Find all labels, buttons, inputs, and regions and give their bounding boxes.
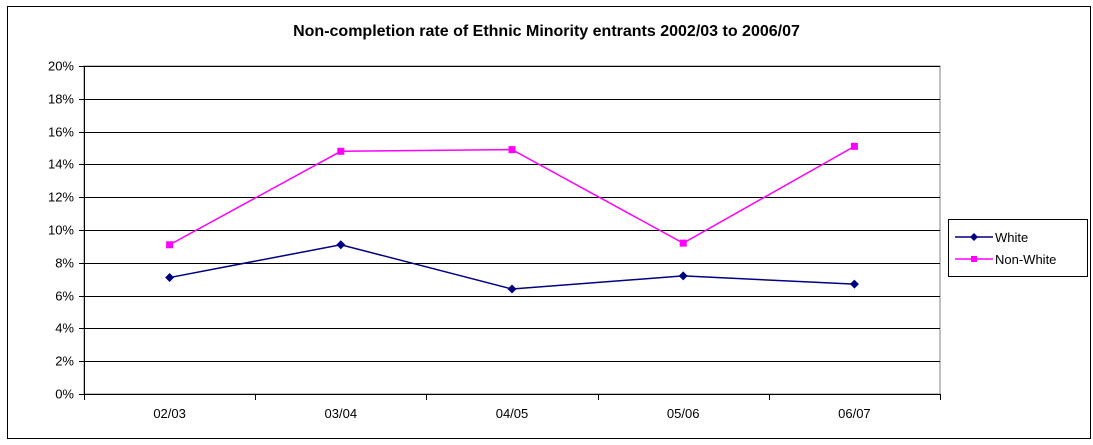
chart-area — [7, 6, 1091, 439]
data-point-non-white — [166, 241, 174, 249]
y-tick-label: 10% — [48, 223, 74, 238]
legend-item-white: White — [955, 228, 1028, 246]
x-tick-label: 03/04 — [325, 406, 358, 421]
data-point-non-white — [679, 239, 687, 247]
legend-swatch-non-white — [955, 256, 993, 262]
legend-swatch-white — [955, 233, 993, 241]
series-line-white — [169, 243, 855, 290]
x-tick-label: 02/03 — [153, 406, 186, 421]
y-tick-label: 18% — [48, 92, 74, 107]
data-point-non-white — [508, 146, 516, 154]
legend-item-non-white: Non-White — [955, 250, 1056, 268]
y-tick-label: 8% — [55, 256, 74, 271]
data-point-white — [165, 273, 175, 283]
x-tick-label: 05/06 — [667, 406, 700, 421]
gridlines — [83, 65, 941, 395]
y-tick-label: 12% — [48, 190, 74, 205]
legend: White Non-White — [948, 219, 1088, 277]
y-tick-label: 2% — [55, 354, 74, 369]
data-point-white — [678, 271, 688, 281]
data-point-white — [507, 284, 517, 294]
y-tick-label: 0% — [55, 387, 74, 402]
y-tick-label: 4% — [55, 321, 74, 336]
chart-title: Non-completion rate of Ethnic Minority e… — [293, 23, 800, 40]
tick-labels: 0% 2% 4% 6% 8% 10% 12% 14% 16% 18% 20% 02/03 03/04 04… — [48, 59, 871, 422]
data-point-white — [849, 279, 859, 289]
y-tick-label: 6% — [55, 289, 74, 304]
series — [165, 142, 859, 294]
legend-label-non-white: Non-White — [995, 251, 1057, 267]
y-tick-label: 16% — [48, 125, 74, 140]
y-tick-label: 14% — [48, 157, 74, 172]
data-point-non-white — [850, 142, 858, 150]
y-tick-label: 20% — [48, 59, 74, 74]
x-tick-label: 06/07 — [838, 406, 871, 421]
x-tick-label: 04/05 — [496, 406, 529, 421]
axes — [79, 66, 941, 400]
legend-label-white: White — [995, 229, 1029, 245]
data-point-non-white — [337, 147, 345, 155]
data-point-white — [336, 240, 346, 250]
